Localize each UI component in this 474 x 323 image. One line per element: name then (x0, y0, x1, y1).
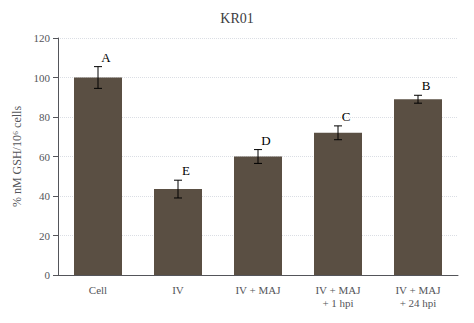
svg-text:100: 100 (34, 72, 51, 84)
svg-text:0: 0 (45, 269, 51, 281)
svg-text:+ 24 hpi: + 24 hpi (400, 297, 437, 309)
svg-text:IV + MAJ: IV + MAJ (235, 284, 281, 296)
svg-text:40: 40 (39, 190, 51, 202)
svg-text:C: C (342, 109, 351, 124)
svg-text:B: B (422, 78, 431, 93)
svg-text:IV + MAJ: IV + MAJ (395, 284, 441, 296)
svg-text:E: E (182, 163, 190, 178)
svg-text:IV + MAJ: IV + MAJ (315, 284, 361, 296)
svg-text:D: D (261, 133, 270, 148)
svg-text:KR01: KR01 (220, 11, 253, 26)
svg-text:Cell: Cell (89, 284, 107, 296)
svg-text:IV: IV (172, 284, 184, 296)
svg-text:120: 120 (34, 32, 51, 44)
svg-text:A: A (101, 50, 111, 65)
svg-text:% nM GSH/10⁶ cells: % nM GSH/10⁶ cells (10, 106, 24, 208)
svg-text:60: 60 (39, 151, 51, 163)
svg-text:80: 80 (39, 111, 51, 123)
svg-text:20: 20 (39, 230, 51, 242)
svg-text:+ 1 hpi: + 1 hpi (322, 297, 353, 309)
